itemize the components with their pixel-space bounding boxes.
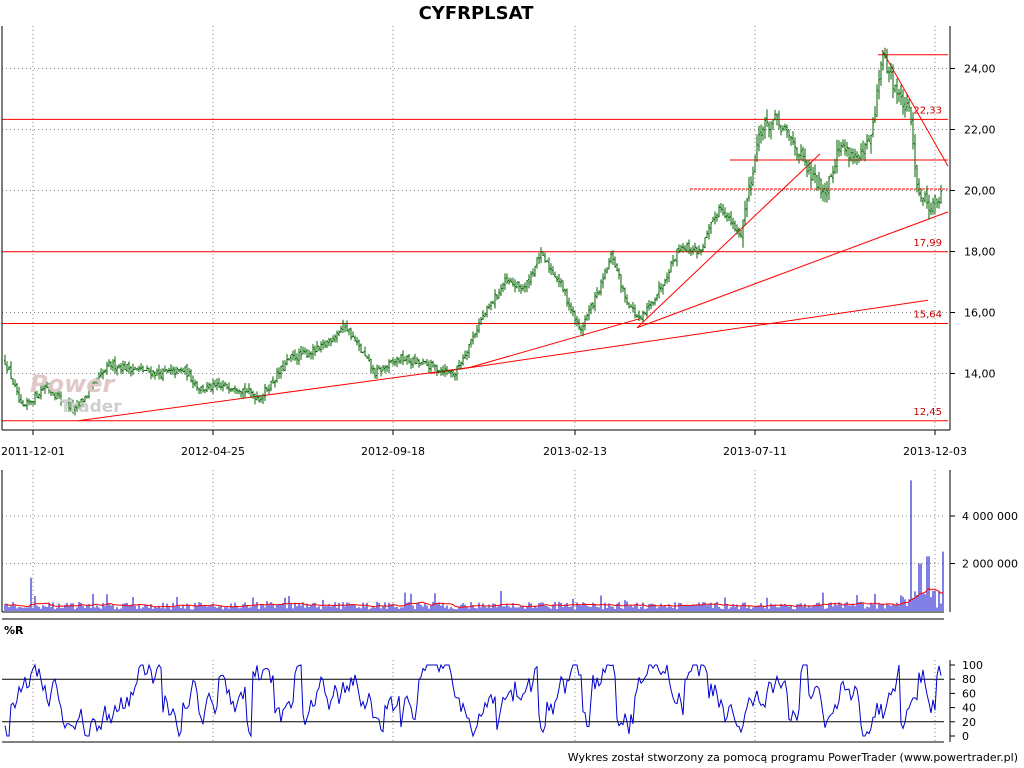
price-x-tick-label: 2013-02-13 (543, 445, 607, 458)
credit-text: Wykres został stworzony za pomocą progra… (568, 751, 1018, 764)
osc-y-tick-label: 20 (962, 716, 976, 729)
osc-y-tick-label: 100 (962, 659, 983, 672)
watermark-trader: Trader (60, 397, 122, 417)
price-x-tick-label: 2012-09-18 (361, 445, 425, 458)
volume-average-line (4, 587, 944, 608)
osc-y-tick-label: 0 (962, 730, 969, 743)
price-y-ticks: 14,00 16,00 18,00 20,00 22,00 24,00 (950, 63, 996, 381)
price-level-label: 15,64 (913, 309, 942, 320)
price-x-tick-label: 2013-12-03 (903, 445, 967, 458)
price-level-label: 17,99 (913, 238, 942, 249)
chart-title: CYFRPLSAT (419, 3, 535, 24)
volume-panel: 2 000 000 4 000 000 (1, 470, 1018, 613)
price-x-ticks: 2011-12-01 2012-04-25 2012-09-18 2013-02-13… (1, 430, 967, 458)
osc-gridlines (2, 660, 944, 742)
volume-gridlines (2, 470, 944, 612)
osc-y-tick-label: 60 (962, 687, 976, 700)
volume-y-tick-label: 4 000 000 (962, 510, 1018, 523)
price-x-tick-label: 2012-04-25 (181, 445, 245, 458)
trendlines (77, 49, 949, 422)
price-y-tick-label: 18,00 (964, 246, 996, 259)
price-y-tick-label: 20,00 (964, 185, 996, 198)
price-y-tick-label: 14,00 (964, 368, 996, 381)
price-y-tick-label: 22,00 (964, 124, 996, 137)
price-trendline (429, 299, 929, 374)
price-trendline (469, 318, 641, 368)
price-level-label: 22,33 (913, 105, 942, 116)
watermark-power: Power (30, 370, 117, 398)
horizontal-levels: 22,33 17,99 15,64 12,45 (2, 54, 948, 422)
williams-r-line (4, 663, 942, 738)
price-y-tick-label: 24,00 (964, 63, 996, 76)
osc-y-tick-label: 80 (962, 673, 976, 686)
volume-bars (4, 480, 944, 611)
price-x-tick-label: 2011-12-01 (1, 445, 65, 458)
price-bars (4, 47, 942, 416)
price-x-tick-label: 2013-07-11 (723, 445, 787, 458)
volume-y-tick-label: 2 000 000 (962, 558, 1018, 571)
price-trendline (77, 366, 471, 422)
price-level-label: 12,45 (913, 407, 942, 418)
price-trendline (636, 211, 949, 329)
osc-label: %R (4, 624, 24, 637)
osc-y-tick-label: 40 (962, 702, 976, 715)
price-y-tick-label: 16,00 (964, 307, 996, 320)
volume-y-ticks: 2 000 000 4 000 000 (950, 510, 1018, 571)
price-trendline (636, 153, 821, 329)
